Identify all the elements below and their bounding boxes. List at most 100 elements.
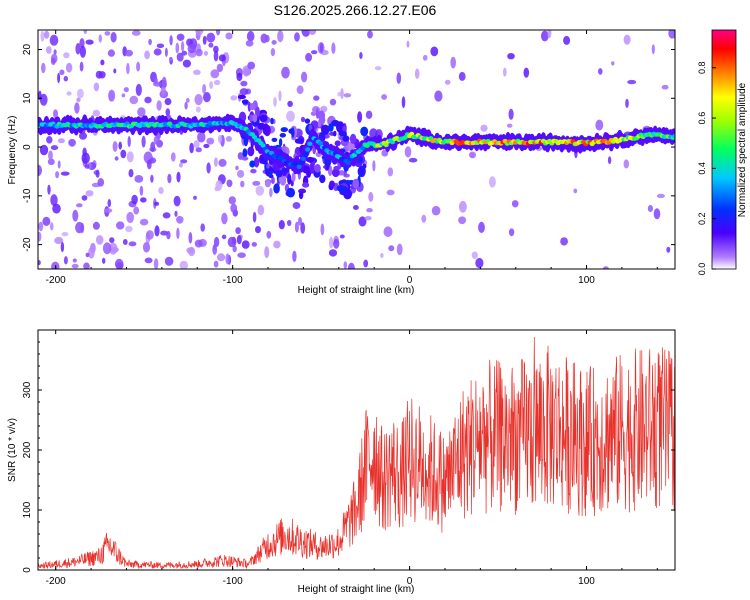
- spectrogram-cell: [45, 46, 52, 54]
- spectrogram-cell: [236, 235, 242, 245]
- spectrogram-cell: [264, 246, 270, 259]
- spectrogram-cell: [292, 202, 301, 209]
- spectrogram-cell: [175, 42, 180, 54]
- spectrogram-cell: [112, 141, 118, 152]
- spectrogram-cell: [193, 69, 201, 76]
- spectrogram-cell: [239, 88, 249, 96]
- spectrogram-cell: [164, 98, 172, 106]
- spectrogram-cell: [656, 193, 666, 199]
- spectrogram-cell: [95, 70, 103, 79]
- snr-xlabel: Height of straight line (km): [298, 584, 415, 595]
- spectrogram-cell: [249, 160, 256, 168]
- spectrogram-cell: [74, 102, 80, 114]
- spectrogram-cell: [85, 190, 94, 197]
- spectrogram-cell: [63, 75, 68, 82]
- spectrogram-cell: [210, 69, 220, 79]
- spectrogram-cell: [63, 256, 68, 265]
- spectrogram-cell: [331, 168, 340, 178]
- spectrogram-cell: [237, 94, 246, 100]
- spectrogram-cell: [623, 34, 631, 45]
- spectrogram-cell: [213, 260, 219, 268]
- spectrogram-cell: [52, 203, 61, 214]
- spectrogram-cell: [181, 41, 185, 52]
- spectrogram-cell: [294, 32, 300, 42]
- spectrogram-cell: [128, 169, 134, 178]
- snr-xtick-label: -200: [46, 576, 66, 587]
- spectrogram-cell: [396, 243, 403, 256]
- spectrogram-cell: [242, 65, 251, 77]
- spectrogram-cell: [176, 227, 180, 239]
- colorbar-tick-label: 0.2: [697, 212, 707, 225]
- spectrogram-cell: [41, 62, 46, 74]
- spectrogram-cell: [414, 68, 420, 79]
- spectrogram-cell: [85, 39, 94, 45]
- spectrogram-cell: [194, 239, 203, 248]
- spectrogram-ytick-label: -10: [22, 188, 33, 203]
- spectrogram-cell: [319, 42, 324, 54]
- snr-xtick-label: -100: [223, 576, 243, 587]
- spectrogram-cell: [270, 48, 276, 57]
- spectrogram-cell: [113, 68, 117, 74]
- spectrogram-cell: [291, 127, 295, 138]
- spectrogram-cell: [114, 156, 119, 161]
- spectrogram-cell: [55, 171, 60, 179]
- spectrogram-cell: [176, 52, 184, 62]
- spectrogram-cell: [134, 175, 144, 183]
- spectrogram-cell: [331, 42, 336, 54]
- spectrogram-cell: [92, 109, 101, 117]
- spectrogram-cell: [100, 59, 105, 66]
- spectrogram-cell: [137, 107, 146, 117]
- spectrogram-cell: [360, 126, 369, 137]
- spectrogram-cell: [241, 156, 249, 161]
- spectrogram-cell: [133, 206, 140, 215]
- spectrogram-cell: [252, 211, 257, 223]
- spectrogram-cell: [300, 156, 306, 161]
- spectrogram-cell: [240, 180, 245, 188]
- spectrogram-cell: [333, 238, 340, 249]
- spectrogram-cell: [333, 130, 337, 137]
- spectrogram-cell: [367, 30, 373, 39]
- spectrogram-cell: [309, 162, 315, 174]
- spectrogram-cell: [366, 208, 373, 213]
- spectrogram-cell: [116, 221, 125, 230]
- spectrogram-cell: [116, 262, 124, 269]
- spectrogram-cell: [126, 62, 130, 75]
- spectrogram-cell: [291, 172, 296, 182]
- snr-xtick-label: 0: [407, 576, 413, 587]
- spectrogram-cell: [237, 252, 246, 258]
- spectrogram-cell: [180, 159, 188, 164]
- spectrogram-cell: [503, 67, 507, 77]
- spectrogram-cell: [368, 191, 374, 202]
- spectrogram-cell: [374, 66, 382, 71]
- snr-series-line: [38, 336, 675, 570]
- spectrogram-cell: [154, 201, 160, 206]
- spectrogram-cell: [647, 205, 654, 212]
- snr-panel: -200 -100 0 100 0 100 200 300 Height of straigh…: [7, 329, 676, 595]
- spectrogram-cell: [160, 230, 169, 236]
- spectrogram-cell: [202, 35, 207, 45]
- spectrogram-cell: [153, 48, 162, 56]
- spectrogram-cell: [226, 179, 233, 188]
- spectrogram-cell: [471, 251, 478, 259]
- snr-xtick-label: 100: [578, 576, 595, 587]
- spectrogram-cell: [365, 110, 373, 120]
- spectrogram-cell: [218, 158, 227, 167]
- spectrogram-cell: [307, 141, 313, 146]
- spectrogram-cell: [249, 103, 255, 111]
- spectrogram-cell: [158, 186, 164, 195]
- spectrogram-cell: [381, 94, 387, 100]
- spectrogram-cell: [247, 146, 255, 157]
- spectrogram-cell: [153, 258, 159, 269]
- spectrogram-cell: [661, 84, 669, 90]
- spectrogram-cell: [598, 68, 603, 75]
- spectrogram-cell: [320, 223, 325, 236]
- spectrogram-cell: [328, 249, 338, 257]
- spectrogram-cell: [363, 259, 369, 268]
- spectrogram-cell: [48, 150, 53, 161]
- spectrogram-cell: [193, 195, 197, 200]
- spectrogram-cell: [206, 137, 215, 145]
- spectrogram-cell: [206, 32, 216, 43]
- colorbar-gradient: [711, 29, 737, 270]
- colorbar-tick-label: 0.8: [697, 61, 707, 74]
- spectrogram-cell: [301, 30, 311, 37]
